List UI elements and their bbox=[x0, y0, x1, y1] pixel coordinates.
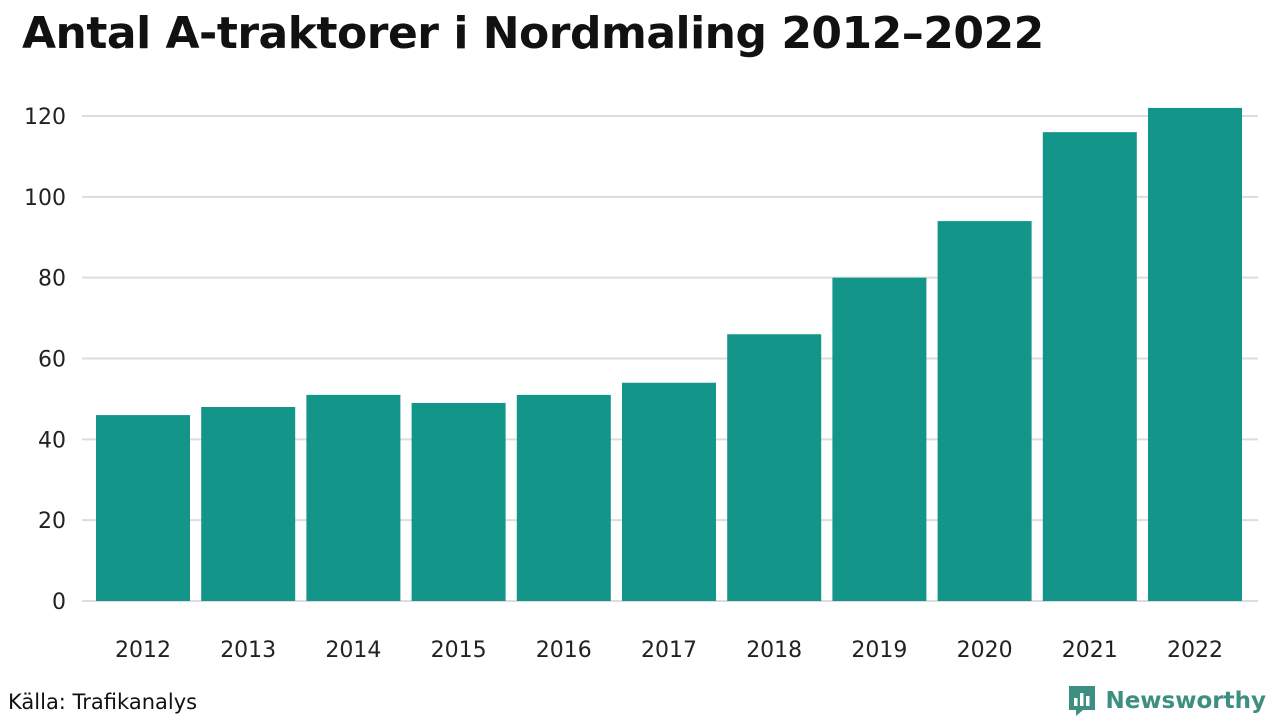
y-tick-label: 40 bbox=[38, 428, 66, 453]
x-tick-label: 2015 bbox=[431, 638, 487, 663]
brand-logo: Newsworthy bbox=[1067, 684, 1266, 718]
bar-2019 bbox=[832, 277, 927, 601]
bar-2014 bbox=[306, 394, 401, 601]
y-tick-label: 120 bbox=[24, 105, 66, 130]
bar-2016 bbox=[516, 394, 611, 601]
x-tick-label: 2017 bbox=[641, 638, 697, 663]
bar-2017 bbox=[622, 382, 716, 601]
bar-2012 bbox=[96, 415, 190, 601]
x-tick-label: 2018 bbox=[746, 638, 802, 663]
bar-2018 bbox=[727, 334, 822, 601]
bar-2020 bbox=[937, 221, 1032, 602]
y-tick-label: 80 bbox=[38, 267, 66, 292]
bar-chart: 0 20 40 60 80 100 120 2012 2013 2014 2015 2016 2017… bbox=[24, 105, 1258, 663]
y-tick-label: 100 bbox=[24, 186, 66, 211]
y-tick-label: 20 bbox=[38, 509, 66, 534]
x-tick-label: 2014 bbox=[325, 638, 381, 663]
y-axis: 0 20 40 60 80 100 120 bbox=[24, 105, 66, 615]
y-tick-label: 60 bbox=[38, 348, 66, 373]
x-tick-label: 2022 bbox=[1167, 638, 1223, 663]
bar-2022 bbox=[1148, 107, 1242, 602]
bar-2013 bbox=[201, 407, 296, 601]
x-tick-label: 2016 bbox=[536, 638, 592, 663]
y-tick-label: 0 bbox=[52, 590, 66, 615]
bars bbox=[96, 107, 1242, 602]
x-axis: 2012 2013 2014 2015 2016 2017 2018 2019 2020 2021… bbox=[115, 638, 1223, 663]
brand-name: Newsworthy bbox=[1105, 688, 1266, 714]
x-tick-label: 2013 bbox=[220, 638, 276, 663]
chart-title: Antal A-traktorer i Nordmaling 2012–2022 bbox=[22, 8, 1044, 59]
bar-2015 bbox=[411, 402, 506, 601]
x-tick-label: 2020 bbox=[957, 638, 1013, 663]
newsworthy-logo-icon bbox=[1069, 686, 1096, 716]
x-tick-label: 2021 bbox=[1062, 638, 1118, 663]
x-tick-label: 2012 bbox=[115, 638, 171, 663]
source-note: Källa: Trafikanalys bbox=[8, 690, 198, 714]
bar-2021 bbox=[1042, 132, 1137, 601]
x-tick-label: 2019 bbox=[851, 638, 907, 663]
